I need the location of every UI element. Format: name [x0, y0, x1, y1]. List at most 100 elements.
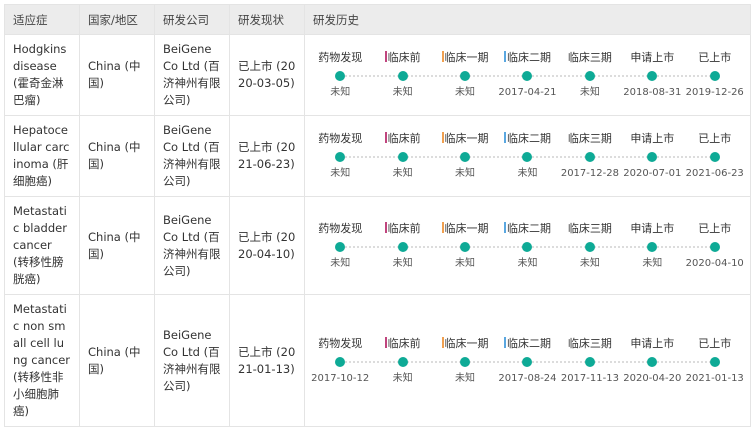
table-header-row: 适应症 国家/地区 研发公司 研发现状 研发历史 — [4, 4, 751, 35]
timeline-connector — [527, 245, 590, 248]
header-history: 研发历史 — [304, 4, 751, 35]
stage-date: 2020-04-20 — [623, 372, 682, 384]
timeline-connector — [340, 360, 403, 363]
stage-date: 未知 — [392, 257, 413, 269]
timeline-dot-icon — [522, 241, 533, 252]
timeline-connector — [652, 156, 715, 158]
timeline-dot-icon — [460, 241, 471, 252]
development-timeline: 药物发现 未知 临床前 未知 临床一期 未知 临床二期 未知 临床三期 未知 申请上市 未知 已上市 20… — [309, 220, 746, 272]
timeline-dot-icon — [522, 71, 533, 81]
timeline-stage: 已上市 2019-12-26 — [684, 49, 746, 101]
stage-date: 未知 — [517, 168, 538, 179]
timeline-connector — [527, 360, 590, 363]
cell-company: BeiGene Co Ltd (百济神州有限公司) — [154, 294, 230, 427]
timeline-dot-icon — [709, 71, 720, 81]
stage-date: 2021-06-23 — [685, 168, 744, 179]
timeline-dot-icon — [647, 356, 658, 367]
timeline-dot-icon — [522, 356, 533, 367]
timeline-stage: 临床一期 未知 — [434, 220, 528, 272]
timeline-connector — [402, 75, 466, 77]
timeline-stage: 申请上市 2020-04-20 — [621, 335, 715, 387]
cell-status: 已上市 (2021-01-13) — [229, 294, 305, 427]
timeline-dot-icon — [397, 356, 408, 367]
stage-date: 未知 — [455, 87, 476, 98]
timeline-stage: 临床二期 2017-08-24 — [496, 335, 590, 387]
cell-status: 已上市 (2021-06-23) — [229, 115, 305, 197]
stage-label: 已上市 — [698, 51, 732, 64]
stage-label: 临床二期 — [506, 336, 551, 350]
stage-date: 未知 — [330, 168, 351, 179]
stage-date: 未知 — [330, 257, 351, 269]
stage-marker-icon — [441, 221, 444, 233]
stage-label: 临床前 — [387, 336, 421, 350]
timeline-stage: 药物发现 未知 — [309, 220, 403, 272]
stage-date: 2017-04-21 — [498, 87, 557, 98]
timeline-connector — [465, 360, 528, 363]
timeline-stage: 临床前 未知 — [371, 49, 466, 101]
timeline-dot-icon — [584, 71, 595, 81]
timeline-connector — [402, 156, 466, 158]
stage-date: 未知 — [392, 372, 413, 384]
cell-company: BeiGene Co Ltd (百济神州有限公司) — [154, 196, 230, 295]
stage-label: 临床一期 — [444, 221, 489, 235]
stage-date: 2017-08-24 — [498, 372, 557, 384]
timeline-connector — [402, 245, 466, 248]
stage-label: 申请上市 — [630, 221, 675, 235]
stage-label: 申请上市 — [630, 132, 675, 145]
timeline-dot-icon — [709, 356, 720, 367]
timeline-connector — [402, 360, 466, 363]
stage-label: 已上市 — [698, 221, 732, 235]
timeline-connector — [340, 75, 403, 77]
drug-development-table: 适应症 国家/地区 研发公司 研发现状 研发历史 Hodgkins diseas… — [4, 4, 751, 427]
cell-country: China (中国) — [79, 294, 155, 427]
stage-date: 未知 — [330, 87, 351, 98]
timeline-dot-icon — [709, 241, 720, 252]
stage-marker-icon — [441, 51, 444, 62]
table-row: Hodgkins disease (霍奇金淋巴瘤) China (中国) BeiGe… — [4, 34, 751, 116]
timeline-dot-icon — [647, 71, 658, 81]
timeline-dot-icon — [397, 71, 408, 81]
stage-label: 临床一期 — [444, 51, 489, 64]
timeline-stage: 临床二期 2017-04-21 — [496, 49, 590, 101]
stage-label: 申请上市 — [630, 336, 675, 350]
timeline-dot-icon — [647, 241, 658, 252]
timeline-connector — [340, 245, 403, 248]
timeline-dot-icon — [397, 152, 408, 162]
timeline-stage: 药物发现 未知 — [309, 130, 403, 182]
timeline-dot-icon — [584, 152, 595, 162]
cell-status: 已上市 (2020-04-10) — [229, 196, 305, 295]
timeline-dot-icon — [335, 71, 346, 81]
table-row: Hepatocellular carcinoma (肝细胞癌) China (中国… — [4, 115, 751, 197]
stage-label: 药物发现 — [318, 336, 363, 350]
timeline-connector — [465, 245, 528, 248]
cell-history: 药物发现 未知 临床前 未知 临床一期 未知 临床二期 未知 临床三期 未知 申请上市 未知 已上市 20… — [304, 196, 751, 295]
stage-label: 临床一期 — [444, 132, 489, 145]
stage-label: 已上市 — [698, 132, 732, 145]
stage-date: 未知 — [579, 87, 600, 98]
timeline-stage: 已上市 2021-01-13 — [684, 335, 746, 387]
stage-date: 未知 — [392, 168, 413, 179]
header-country: 国家/地区 — [79, 4, 155, 35]
timeline-dot-icon — [397, 241, 408, 252]
cell-country: China (中国) — [79, 115, 155, 197]
timeline-stage: 已上市 2020-04-10 — [684, 220, 746, 272]
cell-indication: Hodgkins disease (霍奇金淋巴瘤) — [4, 34, 80, 116]
timeline-connector — [527, 75, 590, 77]
stage-label: 临床二期 — [506, 221, 551, 235]
timeline-connector — [589, 245, 653, 248]
stage-label: 临床三期 — [567, 132, 612, 145]
stage-label: 临床二期 — [506, 132, 551, 145]
timeline-connector — [652, 75, 715, 77]
stage-date: 未知 — [579, 257, 600, 269]
cell-country: China (中国) — [79, 196, 155, 295]
stage-date: 2018-08-31 — [623, 87, 682, 98]
timeline-stage: 临床三期 未知 — [559, 49, 653, 101]
timeline-stage: 临床一期 未知 — [434, 49, 528, 101]
cell-status: 已上市 (2020-03-05) — [229, 34, 305, 116]
timeline-dot-icon — [584, 356, 595, 367]
development-timeline: 药物发现 未知 临床前 未知 临床一期 未知 临床二期 未知 临床三期 2017-12-28 申请上… — [309, 130, 746, 182]
stage-date: 未知 — [455, 168, 476, 179]
cell-indication: Metastatic bladder cancer (转移性膀胱癌) — [4, 196, 80, 295]
table-row: Metastatic bladder cancer (转移性膀胱癌) China … — [4, 196, 751, 295]
stage-date: 2017-11-13 — [560, 372, 619, 384]
